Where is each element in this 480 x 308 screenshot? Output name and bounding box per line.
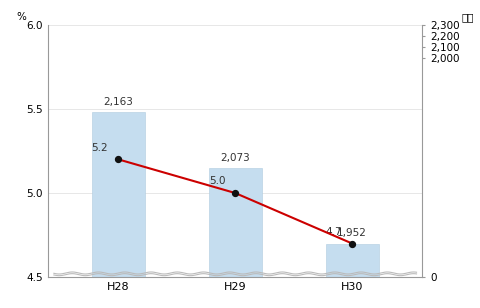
- Text: 2,163: 2,163: [103, 97, 133, 107]
- Y-axis label: 人数: 人数: [461, 12, 474, 22]
- Text: 5.0: 5.0: [209, 176, 226, 186]
- Point: [348, 241, 356, 246]
- Text: 5.2: 5.2: [91, 143, 108, 152]
- Y-axis label: %: %: [17, 12, 27, 22]
- Bar: [92, 112, 144, 308]
- Text: 2,073: 2,073: [220, 153, 250, 163]
- Text: 1,952: 1,952: [337, 229, 367, 238]
- Bar: [209, 168, 262, 308]
- Point: [231, 191, 239, 196]
- Bar: [326, 244, 379, 308]
- Text: 4.7: 4.7: [325, 227, 342, 237]
- Point: [114, 157, 122, 162]
